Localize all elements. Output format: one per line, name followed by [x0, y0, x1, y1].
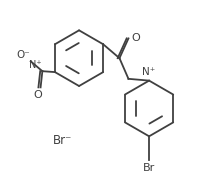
- Text: N⁺: N⁺: [142, 67, 155, 77]
- Text: Br: Br: [143, 163, 155, 173]
- Text: N⁺: N⁺: [29, 60, 42, 70]
- Text: O: O: [132, 33, 140, 43]
- Text: O⁻: O⁻: [16, 50, 30, 60]
- Text: Br⁻: Br⁻: [53, 134, 73, 147]
- Text: O: O: [33, 90, 42, 100]
